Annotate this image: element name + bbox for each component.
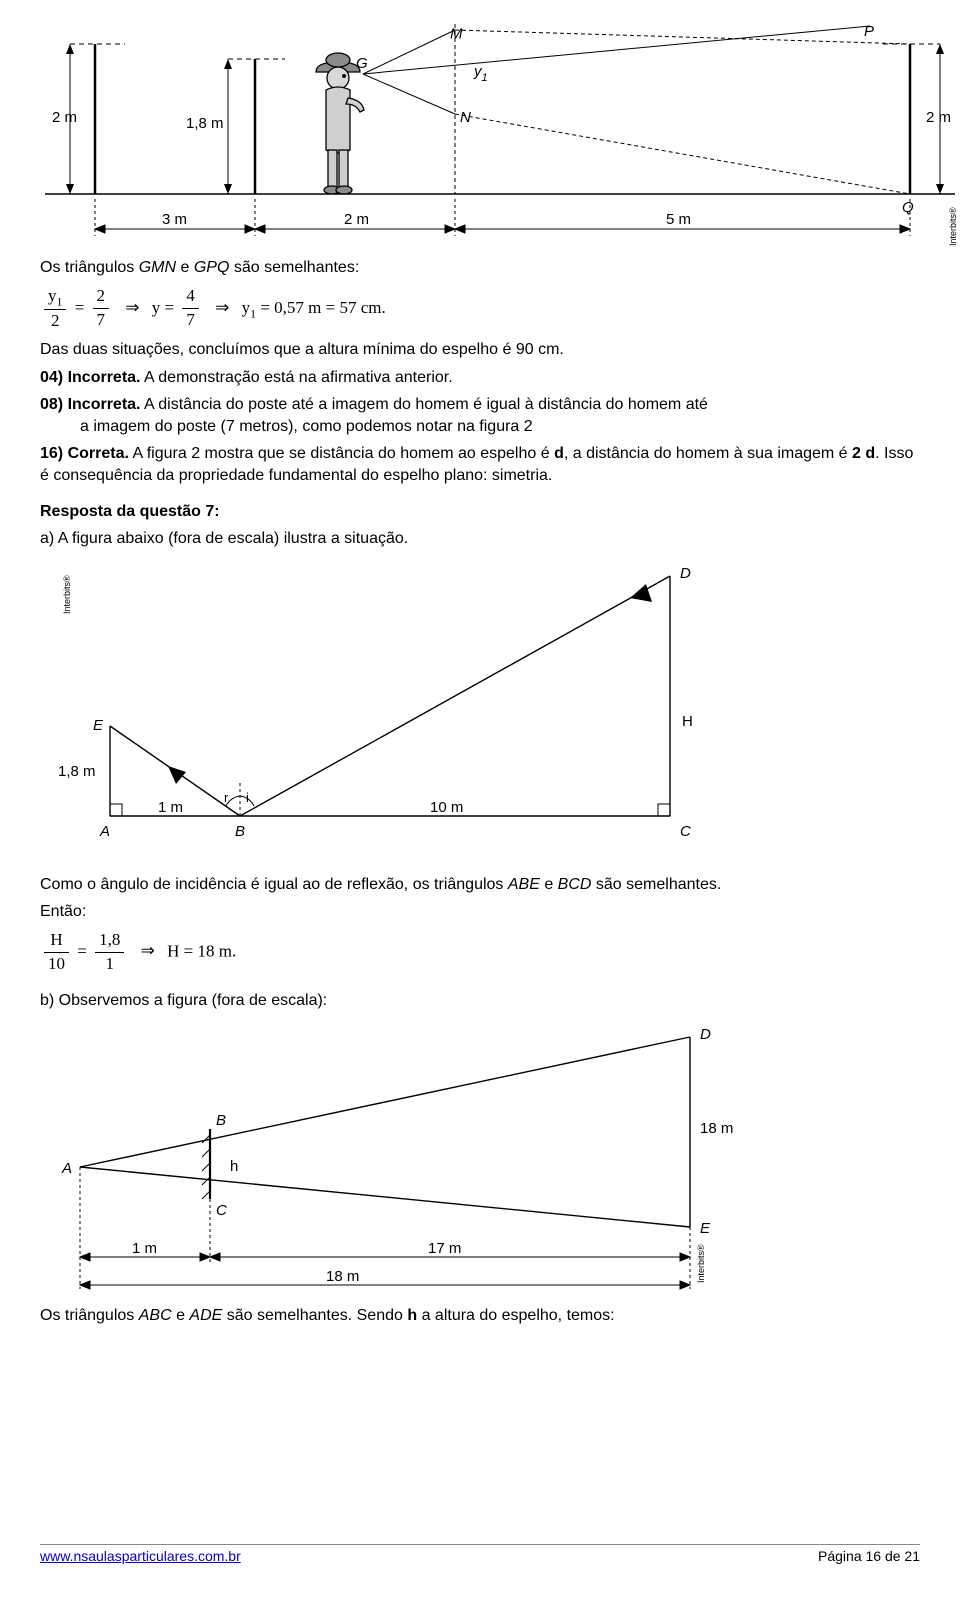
svg-text:D: D: [680, 565, 691, 582]
interbits-icon: Interbits®: [948, 207, 958, 246]
svg-text:D: D: [700, 1026, 711, 1043]
svg-text:18 m: 18 m: [700, 1120, 733, 1137]
svg-text:A: A: [61, 1160, 72, 1177]
svg-text:C: C: [216, 1202, 227, 1219]
svg-text:17 m: 17 m: [428, 1240, 461, 1257]
equation-1: y12 = 27 ⇒ y = 47 ⇒ y1 = 0,57 m = 57 cm.: [40, 285, 920, 333]
interbits-icon: Interbits®: [696, 1244, 706, 1283]
q7b-text: b) Observemos a figura (fora de escala):: [40, 990, 920, 1012]
footer-page-number: Página 16 de 21: [818, 1547, 920, 1566]
fig1-lbl-P: P: [864, 24, 874, 40]
question-7-heading: Resposta da questão 7:: [40, 501, 920, 523]
svg-text:H: H: [682, 713, 693, 730]
fig1-lbl-1p8: 1,8 m: [186, 115, 224, 132]
figure-1: 2 m 1,8 m 2 m M N G y1 P Q 3 m 2 m 5 m I…: [40, 24, 960, 249]
svg-text:i: i: [246, 790, 249, 805]
fig1-dim-2m: 2 m: [344, 211, 369, 228]
item-04: 04) Incorreta. A demonstração está na af…: [40, 367, 920, 389]
svg-text:B: B: [216, 1112, 226, 1129]
svg-text:E: E: [93, 717, 104, 734]
fig1-lbl-M: M: [450, 25, 463, 42]
figure-3: A B C D E h 18 m 1 m 17 m 18 m Interbits…: [40, 1017, 780, 1297]
svg-text:B: B: [235, 823, 245, 840]
fig1-dim-3m: 3 m: [162, 211, 187, 228]
svg-text:1 m: 1 m: [158, 799, 183, 816]
page-footer: www.nsaulasparticulares.com.br Página 16…: [40, 1544, 920, 1566]
svg-text:A: A: [99, 823, 110, 840]
fig1-lbl-G: G: [356, 55, 368, 72]
svg-text:E: E: [700, 1220, 711, 1237]
equation-2: H10 = 1,81 ⇒ H = 18 m.: [40, 929, 920, 976]
svg-text:10 m: 10 m: [430, 799, 463, 816]
interbits-icon: Interbits®: [62, 575, 72, 614]
fig1-lbl-y1: y1: [473, 63, 488, 84]
svg-text:18 m: 18 m: [326, 1268, 359, 1285]
fig3-explain: Os triângulos ABC e ADE são semelhantes.…: [40, 1305, 920, 1327]
fig1-lbl-2m-left: 2 m: [52, 109, 77, 126]
fig1-lbl-Q: Q: [902, 199, 914, 216]
fig1-lbl-N: N: [460, 109, 471, 126]
q7a-explain-1: Como o ângulo de incidência é igual ao d…: [40, 874, 920, 896]
question-7a-text: a) A figura abaixo (fora de escala) ilus…: [40, 528, 920, 550]
fig1-dim-5m: 5 m: [666, 211, 691, 228]
page-container: 2 m 1,8 m 2 m M N G y1 P Q 3 m 2 m 5 m I…: [20, 0, 940, 1580]
q7a-explain-2: Então:: [40, 901, 920, 923]
svg-text:r: r: [224, 790, 229, 805]
figure-2: A B C E D H r i 1,8 m 1 m 10 m Interbits…: [40, 556, 780, 866]
svg-text:1 m: 1 m: [132, 1240, 157, 1257]
svg-text:h: h: [230, 1158, 238, 1175]
footer-link[interactable]: www.nsaulasparticulares.com.br: [40, 1547, 241, 1566]
fig1-lbl-2m-right: 2 m: [926, 109, 951, 126]
item-08: 08) Incorreta. A distância do poste até …: [40, 394, 920, 416]
item-16: 16) Correta. A figura 2 mostra que se di…: [40, 443, 920, 486]
triangles-similar-1: Os triângulos GMN e GPQ são semelhantes:: [40, 257, 920, 279]
conclusion-1: Das duas situações, concluímos que a alt…: [40, 339, 920, 361]
item-08-line2: a imagem do poste (7 metros), como podem…: [40, 416, 920, 438]
svg-text:1,8 m: 1,8 m: [58, 763, 96, 780]
svg-text:C: C: [680, 823, 691, 840]
